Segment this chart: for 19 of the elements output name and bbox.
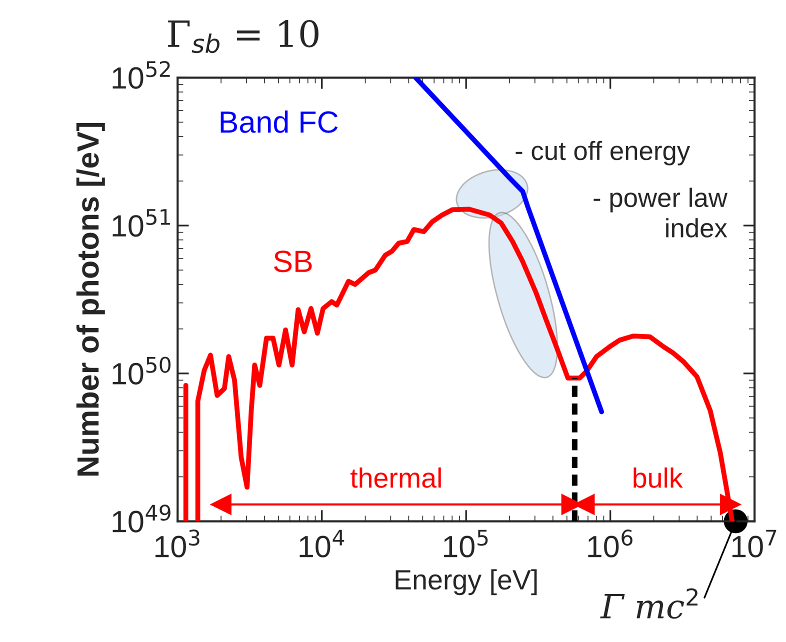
annotation: - power law index: [594, 188, 728, 238]
series-label: bulk: [634, 467, 683, 488]
series-label: SB: [274, 250, 312, 272]
x-tick-label: 10$^{5}$: [444, 530, 488, 558]
series-label: thermal: [350, 467, 441, 488]
x-axis-title: Energy [eV]: [396, 569, 537, 596]
annotation: - cut off energy: [516, 140, 690, 166]
y-tick-label: 10$^{49}$: [112, 504, 170, 532]
x-tick-label: 10$^{4}$: [300, 530, 344, 558]
text: Band FC: [220, 110, 338, 133]
y-tick-label: 10$^{51}$: [112, 209, 170, 237]
x-tick-label: 10$^{7}$: [732, 530, 776, 558]
chart-title: Γ$_{sb}$ = 10: [168, 20, 318, 54]
x-tick-label: 10$^{3}$: [156, 530, 200, 558]
y-tick-label: 10$^{52}$: [112, 60, 170, 89]
x-tick-label: 10$^{6}$: [588, 530, 632, 558]
y-tick-label: 10$^{50}$: [112, 356, 171, 385]
annotation: Γ mc$^{2}$: [600, 588, 698, 619]
y-axis-title: Number of photons [/eV]: [76, 122, 105, 476]
